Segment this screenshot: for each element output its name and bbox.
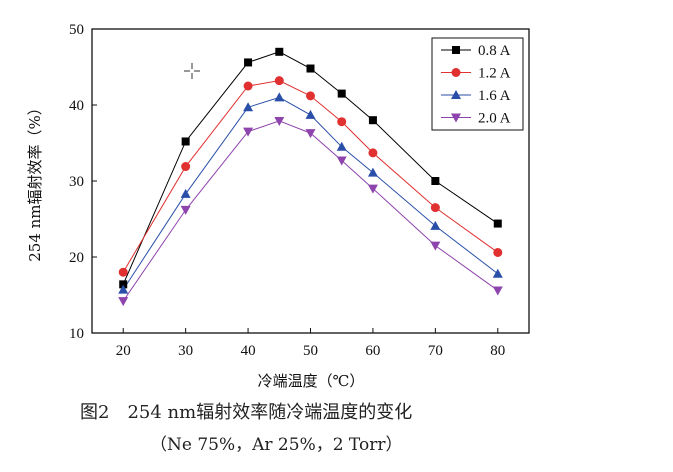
x-tick-label: 50 (303, 343, 318, 359)
y-axis-title: 254 nm辐射效率（%） (26, 100, 44, 262)
legend-marker (451, 90, 461, 99)
data-point (243, 127, 254, 137)
data-point (274, 116, 285, 126)
data-point (118, 267, 128, 277)
data-point (243, 102, 254, 112)
x-tick-label: 20 (116, 343, 131, 359)
y-tick-label: 30 (69, 174, 84, 190)
data-point (275, 47, 284, 56)
legend-label: 0.8 A (478, 43, 511, 59)
data-point (337, 89, 346, 98)
legend: 0.8 A 1.2 A 1.6 A 2.0 A (431, 37, 524, 131)
x-axis-title: 冷端温度（℃） (258, 372, 365, 390)
data-point (274, 76, 284, 86)
legend-marker (451, 68, 461, 77)
y-tick-label: 40 (69, 98, 84, 114)
data-point (431, 177, 440, 185)
series-line-3 (122, 120, 499, 302)
data-point (305, 129, 316, 139)
data-point (367, 184, 378, 194)
data-point (274, 92, 285, 102)
data-point (180, 205, 191, 215)
data-point (119, 280, 128, 289)
data-point (181, 162, 191, 172)
data-point (336, 141, 347, 151)
data-point (181, 137, 190, 146)
x-tick-label: 60 (365, 343, 380, 359)
figure-caption-title: 图2 254 nm辐射效率随冷端温度的变化 (80, 402, 413, 423)
x-tick-label: 80 (490, 343, 505, 359)
y-tick-label: 20 (69, 250, 84, 266)
data-point (368, 116, 377, 125)
data-point (430, 220, 441, 230)
legend-marker (452, 46, 460, 54)
data-point (493, 219, 502, 228)
data-point (305, 109, 316, 119)
data-point (368, 148, 378, 158)
data-point (492, 268, 503, 278)
axis-ticks: 20 30 40 50 60 70 80 10 20 30 40 50 (69, 22, 505, 359)
x-tick-label: 30 (178, 343, 193, 359)
data-point (336, 156, 347, 166)
x-tick-label: 70 (428, 343, 443, 359)
legend-label: 1.6 A (478, 88, 511, 104)
data-point (430, 203, 440, 213)
series-markers (118, 47, 503, 307)
data-point (180, 188, 191, 198)
data-point (337, 117, 347, 127)
x-tick-label: 40 (241, 343, 256, 359)
data-point (492, 286, 503, 296)
data-point (243, 81, 253, 91)
line-chart: 20 30 40 50 60 70 80 10 20 30 40 50 冷端温度（℃） 254 nm辐… (26, 22, 530, 390)
y-tick-label: 10 (69, 326, 84, 342)
crosshair-cursor-icon (184, 63, 200, 79)
y-tick-label: 50 (69, 22, 84, 38)
legend-label: 1.2 A (478, 66, 511, 82)
data-point (118, 297, 129, 307)
data-point (430, 241, 441, 251)
data-point (244, 58, 253, 67)
legend-marker (451, 113, 461, 123)
figure-caption-subtitle: （Ne 75%，Ar 25%，2 Torr） (150, 435, 403, 455)
data-point (118, 284, 129, 294)
data-point (306, 91, 315, 101)
data-point (367, 167, 378, 177)
legend-label: 2.0 A (478, 111, 511, 127)
data-point (493, 247, 503, 257)
data-point (306, 64, 315, 73)
legend-box (431, 37, 524, 131)
